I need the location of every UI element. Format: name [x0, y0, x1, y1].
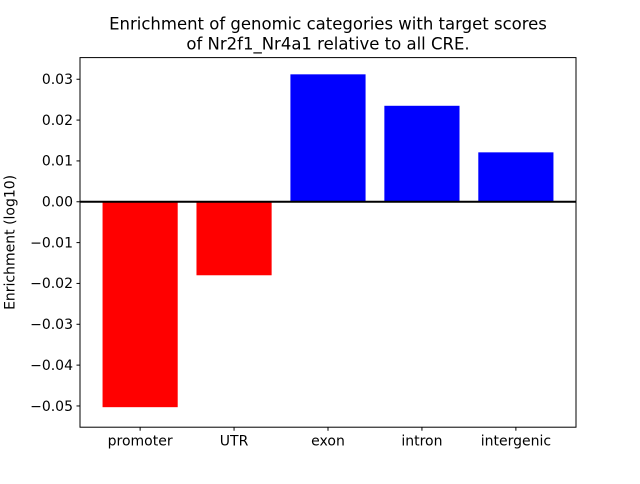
x-tick-label-promoter: promoter [108, 434, 173, 450]
chart-title-line-2: of Nr2f1_Nr4a1 relative to all CRE. [186, 35, 469, 55]
chart-plot-area-group: 0.03 0.02 0.01 0.00 −0.01 −0.02 −0.03 −0.04 −0.0… [30, 57, 577, 450]
y-tick-label: −0.02 [30, 276, 73, 292]
y-tick-label: −0.03 [30, 317, 73, 333]
y-tick-label: 0.00 [42, 195, 73, 211]
bar-exon [290, 74, 366, 202]
x-tick-label-intron: intron [401, 434, 442, 450]
x-tick-label-UTR: UTR [220, 434, 249, 450]
y-tick-label: 0.01 [42, 154, 73, 170]
bar-intron [384, 105, 460, 202]
y-tick-label: 0.02 [42, 113, 73, 129]
bar-UTR [196, 201, 272, 276]
bar-promoter [102, 201, 178, 408]
bar-intergenic [478, 152, 554, 202]
y-axis-label: Enrichment (log10) [3, 175, 19, 310]
x-tick-label-intergenic: intergenic [481, 434, 551, 450]
y-tick-label: −0.04 [30, 358, 73, 374]
y-tick-label: −0.01 [30, 235, 73, 251]
y-tick-label: −0.05 [30, 399, 73, 415]
chart-title-line-1: Enrichment of genomic categories with ta… [109, 15, 547, 34]
y-tick-label: 0.03 [42, 72, 73, 88]
x-tick-label-exon: exon [311, 434, 345, 450]
